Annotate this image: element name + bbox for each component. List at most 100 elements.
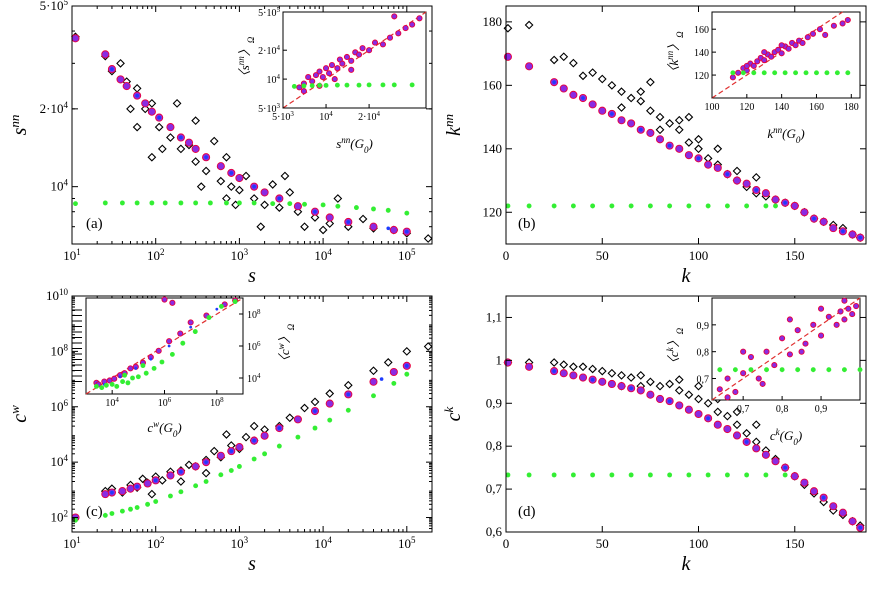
point-d-1-4 <box>569 371 578 380</box>
inset-point-a-0-8 <box>326 70 333 77</box>
point-a-3-10 <box>237 200 242 206</box>
point-a-1-18 <box>260 188 269 197</box>
inset-xtick-label-a-1-base: 10 <box>319 112 329 123</box>
point-c-3-1 <box>102 512 108 518</box>
inset-point-d-0-0 <box>716 386 723 393</box>
point-d-3-6 <box>628 472 634 478</box>
inset-point-d-1-2 <box>748 367 754 373</box>
inset-point-c-1-1 <box>118 375 122 379</box>
point-a-0-6 <box>140 104 150 114</box>
ytick-label-d-0-base: 0,6 <box>486 524 503 539</box>
panel-label-c: (c) <box>86 504 103 520</box>
xtick-label-a-1-exp: 2 <box>160 247 165 257</box>
point-d-0-14 <box>665 379 675 389</box>
inset-ytick-label-c-0-base: 10 <box>247 374 257 385</box>
inset-xtick-label-b-0: 100 <box>705 102 720 113</box>
inset-ytick-label-a-1-exp: 4 <box>277 73 281 81</box>
inset-point-c-2-6 <box>125 380 131 386</box>
inset-series-d-0 <box>716 297 860 401</box>
point-d-0-20 <box>723 411 732 421</box>
point-c-2-4 <box>204 460 208 464</box>
point-c-1-6 <box>143 479 152 488</box>
point-d-3-11 <box>724 472 730 478</box>
inset-ytick-label-c-1-exp: 6 <box>257 340 261 348</box>
point-b-1-16 <box>684 151 693 160</box>
point-c-1-1 <box>101 490 110 499</box>
point-d-1-29 <box>809 487 819 496</box>
ytick-label-a-2-base: 5·10 <box>40 0 64 13</box>
point-c-3-8 <box>168 493 173 499</box>
xtick-label-a-3: 104 <box>314 247 332 263</box>
point-a-0-3 <box>116 58 125 68</box>
point-d-1-5 <box>578 373 588 382</box>
point-d-1-25 <box>771 457 780 466</box>
inset-ytick-label-a-0: 5·103 <box>258 102 280 115</box>
inset-point-c-1-5 <box>189 325 193 329</box>
inset-ytick-label-a-3-base: 5·10 <box>258 8 276 19</box>
point-d-1-20 <box>723 424 732 434</box>
point-c-3-3 <box>119 508 125 514</box>
point-a-1-16 <box>235 173 244 183</box>
inset-xtick-label-d-1: 0,8 <box>776 404 789 415</box>
point-d-1-1 <box>525 362 534 371</box>
point-d-3-1 <box>526 472 532 478</box>
inset-point-b-0-1 <box>735 69 742 76</box>
xtick-label-b-3-base: 150 <box>785 248 805 263</box>
point-c-0-27 <box>369 366 378 376</box>
inset-point-a-1-9 <box>380 82 386 88</box>
point-b-3-5 <box>609 203 615 209</box>
inset-ylabel-a: 〈snn〉Ω <box>236 36 256 83</box>
point-d-2-4 <box>706 416 710 421</box>
inset-xtick-label-c-2-base: 10 <box>210 398 220 409</box>
xtick-label-a-2-base: 10 <box>231 248 244 263</box>
inset-xtick-label-a-1-exp: 4 <box>329 110 333 118</box>
ytick-label-c-0-exp: 2 <box>64 509 69 519</box>
point-c-2-0 <box>110 490 114 495</box>
point-a-0-29 <box>157 144 167 154</box>
point-d-0-41 <box>732 407 742 417</box>
point-b-2-4 <box>667 143 672 148</box>
inset-series-a-1 <box>291 82 415 89</box>
ytick-label-a-1-base: 2·10 <box>40 101 64 116</box>
ytick-label-b-3-base: 180 <box>483 14 503 29</box>
inset-point-c-0-4 <box>111 375 118 382</box>
inset-point-a-0-27 <box>331 76 338 83</box>
point-d-3-9 <box>686 472 692 478</box>
inset-ylabel-sub-b: Ω <box>675 31 685 38</box>
point-d-1-28 <box>800 478 809 487</box>
point-d-0-18 <box>703 398 713 408</box>
inset-point-d-1-9 <box>857 367 863 373</box>
inset-point-c-0-19 <box>169 299 176 306</box>
inset-point-d-0-13 <box>818 332 825 339</box>
xtick-label-a-4: 105 <box>398 247 416 263</box>
point-c-2-9 <box>346 392 351 397</box>
inset-xlabel-base-d: c <box>770 428 776 443</box>
inset-point-b-0-8 <box>761 57 768 64</box>
ytick-label-a-0: 104 <box>51 178 69 194</box>
series-d-3 <box>505 472 788 478</box>
inset-point-c-1-4 <box>167 344 171 348</box>
point-a-3-9 <box>224 200 229 206</box>
inset-point-d-0-5 <box>755 375 762 382</box>
ytick-label-a-2-exp: 5 <box>64 0 69 7</box>
inset-ylabel-b: 〈knn〉Ω <box>665 31 685 79</box>
inset-point-b-0-0 <box>729 74 736 81</box>
inset-point-b-0-25 <box>839 20 846 27</box>
inset-point-b-1-4 <box>772 70 778 76</box>
inset-xtick-label-b-3: 160 <box>809 102 824 113</box>
xtick-label-d-3-base: 150 <box>785 536 805 551</box>
point-d-0-21 <box>732 420 742 430</box>
inset-point-a-1-2 <box>309 83 315 89</box>
point-b-0-13 <box>655 112 665 122</box>
series-a-3 <box>73 200 410 216</box>
point-b-2-8 <box>783 200 787 205</box>
point-d-3-4 <box>590 472 596 478</box>
xtick-label-a-3-base: 10 <box>314 248 327 263</box>
point-c-3-23 <box>391 380 397 386</box>
inset-point-c-0-12 <box>166 338 173 345</box>
point-b-1-12 <box>646 128 655 137</box>
series-d-2 <box>552 369 863 530</box>
point-c-3-9 <box>178 489 184 495</box>
